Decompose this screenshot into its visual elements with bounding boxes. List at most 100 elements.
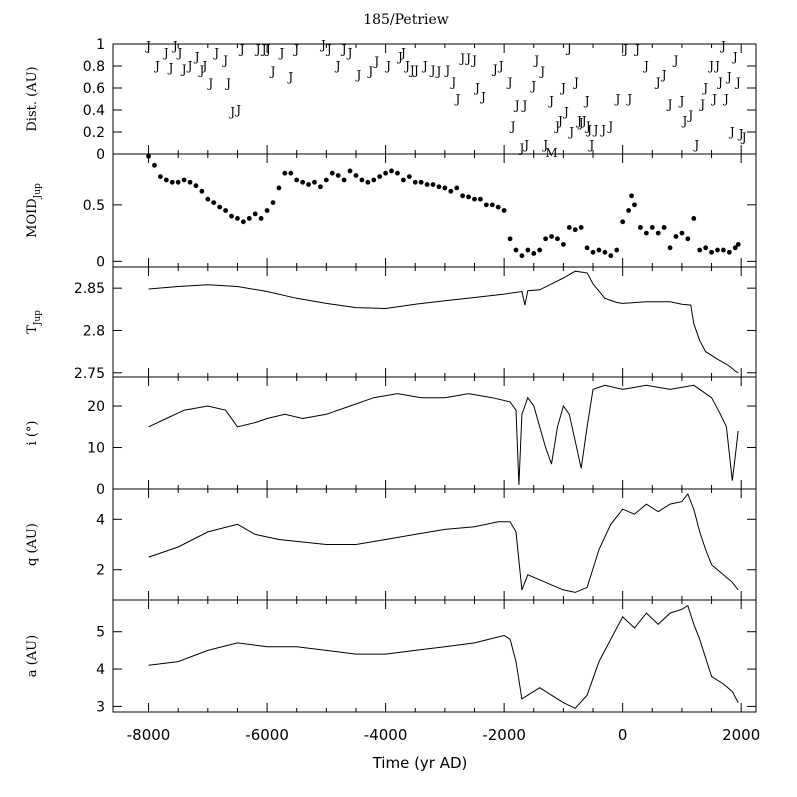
moid-point xyxy=(560,242,566,247)
moid-point xyxy=(318,184,323,190)
dist-marker-J: J xyxy=(678,94,685,108)
dist-marker-J: J xyxy=(513,99,520,113)
moid-point xyxy=(258,216,264,221)
moid-point xyxy=(489,202,495,208)
dist-marker-J: J xyxy=(473,81,480,95)
dist-marker-J: J xyxy=(716,76,723,90)
dist-marker-J: J xyxy=(680,114,687,128)
dist-marker-J: J xyxy=(538,65,545,79)
x-tick-label: -4000 xyxy=(364,726,408,744)
dist-marker-J: J xyxy=(572,76,579,90)
dist-marker-J: J xyxy=(731,50,738,64)
dist-marker-J: J xyxy=(234,103,241,117)
moid-point xyxy=(276,185,282,191)
dist-marker-J: J xyxy=(725,70,732,84)
q-series-line xyxy=(148,493,739,593)
dist-marker-M: M xyxy=(545,146,557,160)
moid-point xyxy=(306,182,311,187)
dist-marker-J: J xyxy=(366,65,373,79)
moid-point xyxy=(246,216,252,221)
dist-marker-J: J xyxy=(556,114,563,128)
dist-frame xyxy=(112,43,757,155)
dist-marker-J: J xyxy=(193,50,200,64)
dist-marker-J: J xyxy=(408,63,415,77)
a-ylabel-main: a (AU) xyxy=(25,635,40,677)
moid-point xyxy=(507,236,513,242)
incl-ytick-label: 20 xyxy=(87,399,105,415)
dist-marker-J: J xyxy=(584,120,591,134)
moid-point xyxy=(614,247,620,253)
dist-marker-J: J xyxy=(491,62,498,76)
moid-point xyxy=(335,173,341,178)
moid-point xyxy=(163,177,169,183)
a-ytick-label: 5 xyxy=(96,625,105,641)
dist-marker-J: J xyxy=(429,63,436,77)
dist-marker-J: J xyxy=(176,46,183,60)
dist-marker-J: J xyxy=(384,59,391,73)
moid-point xyxy=(584,245,590,251)
moid-point xyxy=(667,245,673,251)
moid-point xyxy=(400,177,406,183)
dist-marker-J: J xyxy=(562,105,569,119)
a-ylabel: a (AU) xyxy=(25,635,40,677)
moid-point xyxy=(169,179,175,185)
dist-marker-J: J xyxy=(399,46,406,60)
moid-ylabel: MOIDJup xyxy=(25,183,43,238)
moid-point xyxy=(543,236,549,242)
moid-point xyxy=(525,247,531,253)
incl-ylabel: i (°) xyxy=(25,421,40,446)
panel-incl: 0 10 20 i (°) xyxy=(25,376,757,498)
dist-marker-J: J xyxy=(421,59,428,73)
moid-point xyxy=(187,179,193,185)
moid-point xyxy=(721,247,726,253)
dist-marker-J: J xyxy=(346,46,353,60)
moid-point xyxy=(424,182,430,187)
tjup-ytick-label: 2.8 xyxy=(83,323,105,339)
moid-point xyxy=(288,170,294,176)
tjup-ylabel-sub: Jup xyxy=(33,310,43,326)
dist-ylabel: Dist. (AU) xyxy=(25,66,40,131)
moid-point xyxy=(626,208,631,213)
moid-point xyxy=(549,234,554,239)
moid-point xyxy=(608,253,614,259)
dist-marker-J: J xyxy=(412,63,419,77)
dist-marker-J: J xyxy=(171,39,178,53)
moid-point xyxy=(732,245,738,251)
dist-marker-J: J xyxy=(529,79,536,93)
dist-marker-J: J xyxy=(559,81,566,95)
moid-point xyxy=(629,193,634,199)
dist-marker-J: J xyxy=(666,98,673,112)
moid-point xyxy=(513,247,519,253)
dist-marker-J: J xyxy=(553,120,560,134)
moid-point xyxy=(632,202,637,208)
moid-point xyxy=(620,219,626,225)
dist-marker-J: J xyxy=(672,54,679,68)
panel-tjup: 2.75 2.8 2.85 TJup xyxy=(25,266,757,382)
dist-ytick-label: 0.4 xyxy=(83,103,105,119)
dist-marker-J: J xyxy=(458,51,465,65)
moid-point xyxy=(697,247,703,253)
dist-marker-J: J xyxy=(541,138,548,152)
moid-point xyxy=(282,170,288,176)
dist-marker-J: J xyxy=(719,39,726,53)
dist-marker-J: J xyxy=(654,76,661,90)
moid-point xyxy=(175,179,181,185)
moid-point xyxy=(590,249,596,255)
moid-point xyxy=(460,193,466,199)
q-ylabel: q (AU) xyxy=(25,523,40,566)
dist-marker-J: J xyxy=(470,54,477,68)
moid-point xyxy=(643,230,649,236)
moid-point xyxy=(223,208,228,213)
tjup-ytick-label: 2.85 xyxy=(74,281,105,297)
moid-point xyxy=(436,184,442,190)
dist-marker-J: J xyxy=(497,59,504,73)
dist-marker-J: J xyxy=(701,81,708,95)
moid-point xyxy=(679,230,685,236)
moid-point xyxy=(418,179,424,185)
incl-frame xyxy=(112,376,757,490)
moid-point xyxy=(566,225,572,230)
moid-ylabel-main: MOID xyxy=(25,198,40,238)
moid-point xyxy=(478,196,483,202)
incl-ylabel-main: i (°) xyxy=(25,421,40,446)
